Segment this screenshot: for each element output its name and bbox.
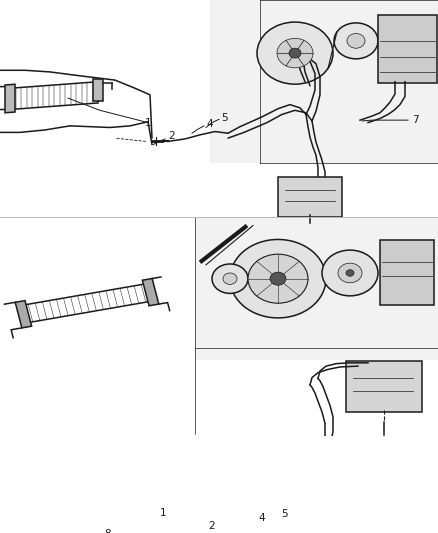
Text: 2: 2 — [169, 132, 175, 141]
Circle shape — [270, 272, 286, 285]
Text: 5: 5 — [281, 509, 287, 519]
Text: 8: 8 — [105, 529, 111, 533]
FancyBboxPatch shape — [378, 15, 437, 83]
Circle shape — [322, 250, 378, 296]
Circle shape — [347, 34, 365, 48]
Circle shape — [223, 273, 237, 285]
Polygon shape — [5, 84, 15, 113]
Bar — [21, 284, 153, 323]
Text: 5: 5 — [222, 112, 228, 123]
Text: 1: 1 — [145, 118, 151, 127]
Text: 4: 4 — [207, 119, 213, 129]
Text: 2: 2 — [208, 521, 215, 531]
Circle shape — [346, 270, 354, 276]
Circle shape — [338, 263, 362, 283]
Circle shape — [248, 254, 308, 303]
FancyBboxPatch shape — [210, 0, 438, 164]
Text: 1: 1 — [160, 508, 166, 518]
Bar — [15, 301, 32, 328]
Circle shape — [334, 23, 378, 59]
Polygon shape — [93, 79, 103, 101]
Circle shape — [277, 38, 313, 68]
Circle shape — [289, 48, 301, 58]
Circle shape — [257, 22, 333, 84]
Bar — [142, 279, 159, 306]
Text: 7: 7 — [412, 115, 418, 125]
Text: 4: 4 — [259, 513, 265, 523]
Circle shape — [212, 264, 248, 293]
Circle shape — [230, 239, 326, 318]
FancyBboxPatch shape — [278, 176, 342, 216]
FancyBboxPatch shape — [380, 240, 434, 305]
FancyBboxPatch shape — [346, 361, 422, 412]
FancyBboxPatch shape — [195, 217, 438, 360]
